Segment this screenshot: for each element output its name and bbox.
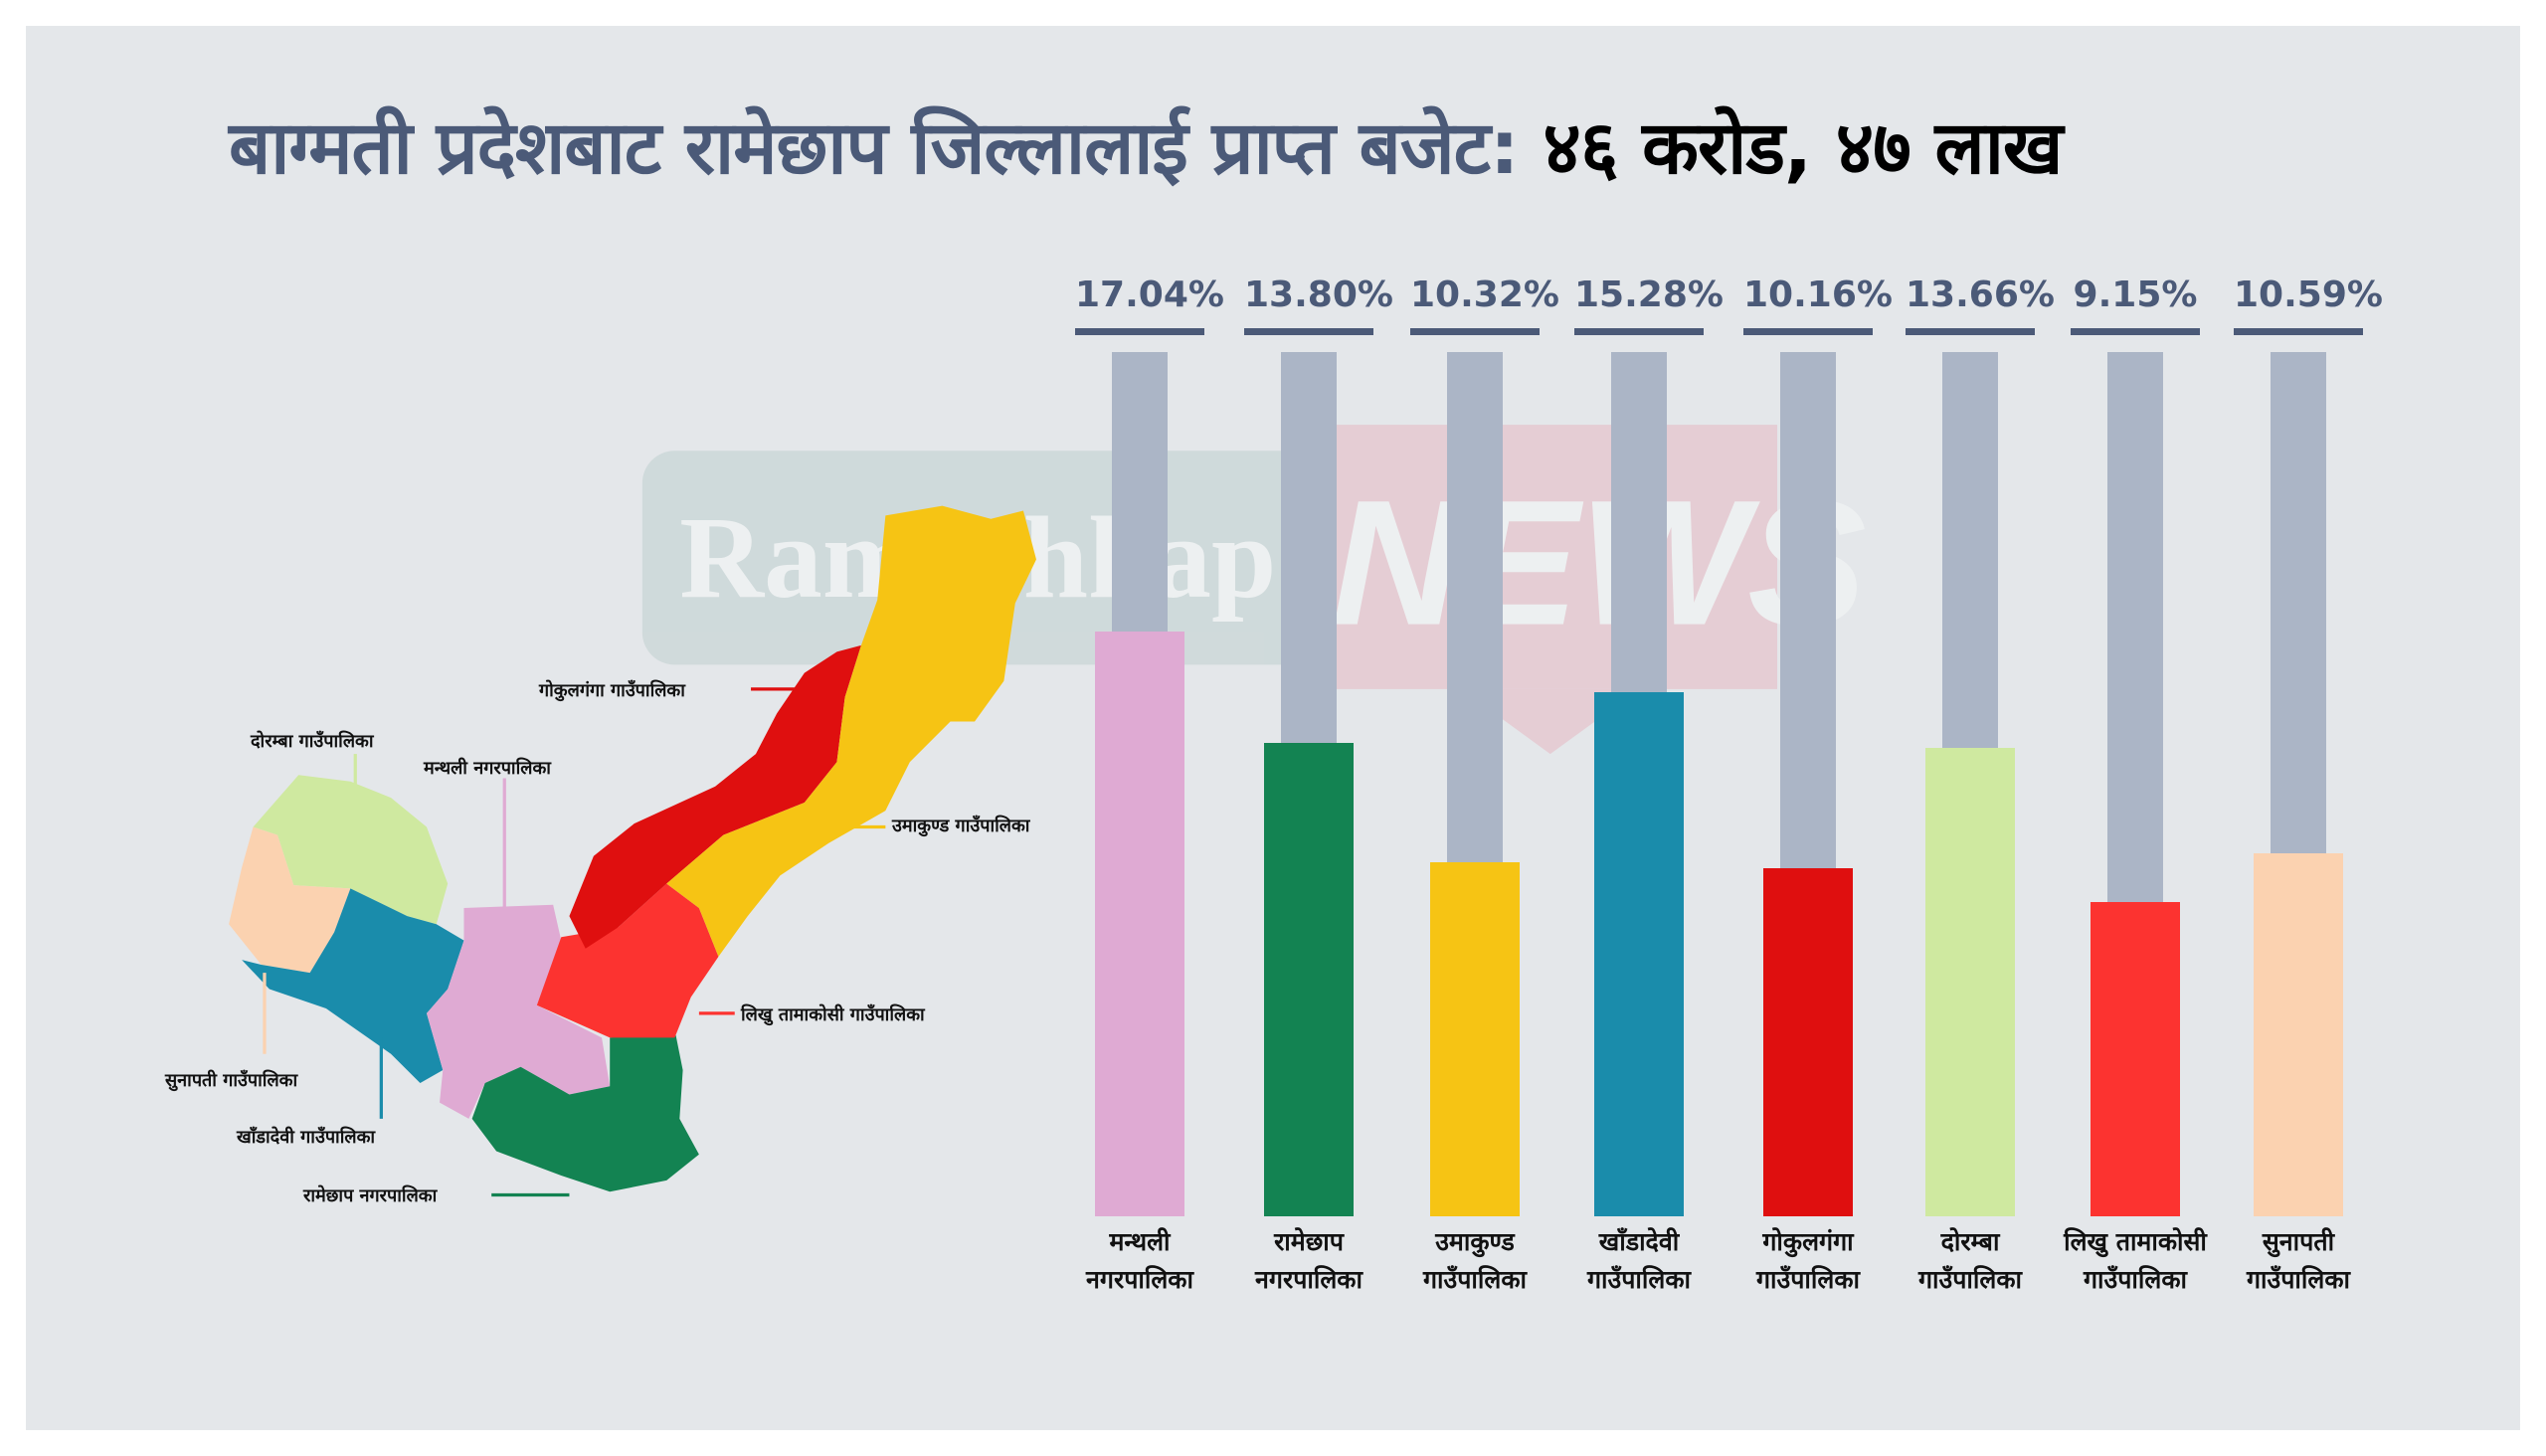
bar bbox=[2091, 902, 2180, 1216]
bar-value-label: 17.04% bbox=[1075, 274, 1224, 315]
region-sunapati bbox=[229, 826, 351, 974]
svg-text:NEWS: NEWS bbox=[1332, 464, 1867, 663]
bar-value-label: 15.28% bbox=[1574, 274, 1724, 315]
bar-label-underline bbox=[1244, 328, 1373, 335]
bar bbox=[2254, 852, 2343, 1216]
bar-label-underline bbox=[1574, 328, 1704, 335]
category-label-line2: गाउँपालिका bbox=[1586, 1265, 1692, 1294]
title-amount: ४६ करोड, ४७ लाख bbox=[1543, 105, 2063, 191]
bar bbox=[1095, 632, 1184, 1216]
title-main: बाग्मती प्रदेशबाट रामेछाप जिल्लालाई प्रा… bbox=[229, 105, 1520, 191]
region-gokulganga bbox=[569, 644, 861, 949]
category-label: रामेछाप नगरपालिका bbox=[1224, 1223, 1393, 1299]
region-ramechhap bbox=[471, 1029, 699, 1192]
map-label-ramechhap: रामेछाप नगरपालिका bbox=[303, 1185, 438, 1206]
bar-value-label: 10.16% bbox=[1743, 274, 1893, 315]
category-label-line2: गाउँपालिका bbox=[1917, 1265, 2023, 1294]
category-label-line2: नगरपालिका bbox=[1086, 1265, 1193, 1294]
bar-value-label: 10.59% bbox=[2234, 274, 2383, 315]
category-label-line1: दोरम्बा bbox=[1940, 1227, 2000, 1256]
region-likhu bbox=[536, 883, 719, 1038]
category-label: मन्थली नगरपालिका bbox=[1055, 1223, 1224, 1299]
category-label: उमाकुण्ड गाउँपालिका bbox=[1390, 1223, 1559, 1299]
category-label-line2: गाउँपालिका bbox=[1755, 1265, 1861, 1294]
bar-label-underline bbox=[2071, 328, 2200, 335]
region-doramba bbox=[253, 775, 449, 925]
category-label-line2: गाउँपालिका bbox=[2083, 1265, 2188, 1294]
category-label: खाँडादेवी गाउँपालिका bbox=[1554, 1223, 1724, 1299]
category-label-line1: खाँडादेवी bbox=[1598, 1227, 1680, 1256]
category-label-line2: नगरपालिका bbox=[1255, 1265, 1363, 1294]
map-label-umakunda: उमाकुण्ड गाउँपालिका bbox=[892, 816, 1030, 836]
region-manthali bbox=[426, 904, 611, 1119]
map-label-likhu: लिखु तामाकोसी गाउँपालिका bbox=[741, 1004, 925, 1025]
category-label-line1: गोकुलगंगा bbox=[1762, 1227, 1854, 1256]
bar-value-label: 13.80% bbox=[1244, 274, 1393, 315]
bar bbox=[1925, 747, 2015, 1216]
bar bbox=[1594, 692, 1684, 1216]
page-title: बाग्मती प्रदेशबाट रामेछाप जिल्लालाई प्रा… bbox=[229, 94, 2063, 195]
bar-label-underline bbox=[1075, 328, 1204, 335]
category-label-line1: लिखु तामाकोसी bbox=[2064, 1227, 2207, 1256]
bar-label-underline bbox=[1743, 328, 1873, 335]
category-label: गोकुलगंगा गाउँपालिका bbox=[1724, 1223, 1893, 1299]
category-label-line1: उमाकुण्ड bbox=[1435, 1227, 1515, 1256]
bar bbox=[1763, 867, 1853, 1216]
category-label: दोरम्बा गाउँपालिका bbox=[1886, 1223, 2055, 1299]
bar bbox=[1264, 743, 1354, 1216]
category-label-line1: रामेछाप bbox=[1274, 1227, 1344, 1256]
bar bbox=[1430, 862, 1520, 1216]
map-label-doramba: दोरम्बा गाउँपालिका bbox=[251, 731, 374, 752]
region-umakunda bbox=[666, 505, 1036, 957]
category-label: सुनापती गाउँपालिका bbox=[2214, 1223, 2383, 1299]
bar-label-underline bbox=[1906, 328, 2035, 335]
map-label-gokulganga: गोकुलगंगा गाउँपालिका bbox=[539, 680, 685, 701]
category-label-line1: सुनापती bbox=[2262, 1227, 2335, 1256]
bar-label-underline bbox=[2234, 328, 2363, 335]
map-label-manthali: मन्थली नगरपालिका bbox=[424, 758, 551, 779]
bar-label-underline bbox=[1410, 328, 1540, 335]
map-label-khadadevi: खाँडादेवी गाउँपालिका bbox=[237, 1127, 376, 1148]
category-label-line1: मन्थली bbox=[1109, 1227, 1171, 1256]
bar-value-label: 10.32% bbox=[1410, 274, 1559, 315]
region-khadadevi bbox=[242, 888, 464, 1084]
bar-value-label: 9.15% bbox=[2073, 274, 2198, 315]
category-label: लिखु तामाकोसी गाउँपालिका bbox=[2051, 1223, 2220, 1299]
category-label-line2: गाउँपालिका bbox=[2246, 1265, 2351, 1294]
category-label-line2: गाउँपालिका bbox=[1422, 1265, 1528, 1294]
map-label-sunapati: सुनापती गाउँपालिका bbox=[165, 1070, 298, 1091]
bar-value-label: 13.66% bbox=[1906, 274, 2055, 315]
